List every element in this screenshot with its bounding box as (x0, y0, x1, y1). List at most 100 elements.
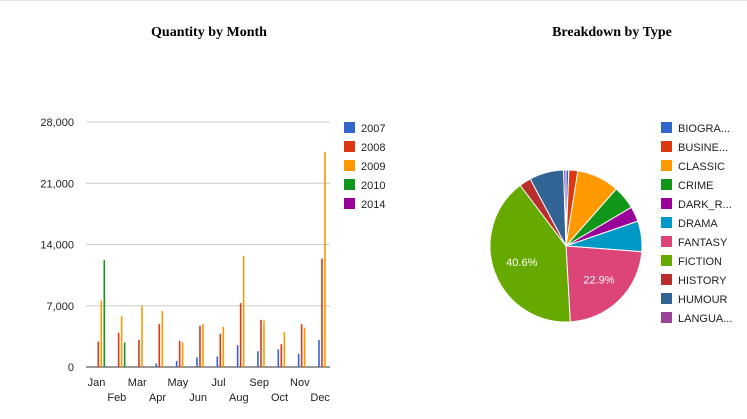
legend-label-2007: 2007 (361, 123, 385, 135)
pie-chart-slice-labels: 22.9% 40.6% (506, 257, 615, 286)
y-tick-label: 7,000 (46, 301, 74, 313)
bar-2008-nov (300, 324, 303, 367)
x-tick-label: Dec (310, 392, 330, 404)
x-tick-label: Aug (229, 392, 249, 404)
legend-swatch-drama (661, 217, 672, 228)
bar-2009-feb (120, 316, 123, 367)
bar-2010-jan (103, 260, 106, 367)
x-tick-label: Feb (107, 392, 126, 404)
bar-2008-aug (239, 303, 242, 367)
legend-label-fiction: FICTION (678, 256, 722, 268)
legend-swatch-classic (661, 160, 672, 171)
bar-2008-jul (219, 333, 222, 367)
legend-swatch-fantasy (661, 236, 672, 247)
bar-2009-may (181, 342, 184, 367)
x-tick-label: Jul (211, 377, 225, 389)
bar-2008-may (178, 340, 181, 367)
legend-label-2010: 2010 (361, 180, 385, 192)
legend-label-darkr: DARK_R... (678, 199, 732, 211)
x-tick-label: Oct (271, 392, 288, 404)
pie-slice-fiction (489, 184, 571, 323)
pie-slice-percent-label: 22.9% (583, 275, 614, 287)
bar-2008-mar (138, 339, 140, 367)
legend-swatch-2007 (344, 122, 355, 133)
bar-2007-aug (236, 345, 239, 367)
pie-slice-fantasy (565, 245, 643, 323)
bar-chart-bars (97, 151, 326, 367)
legend-swatch-langua (661, 312, 672, 323)
bar-2008-jan (97, 341, 100, 367)
bar-chart-legend: 2007 2008 2009 2010 2014 (344, 122, 385, 211)
legend-swatch-darkr (661, 198, 672, 209)
bar-2008-oct (280, 344, 283, 367)
bar-2009-mar (141, 305, 143, 367)
legend-swatch-busine (661, 141, 672, 152)
bar-2009-dec (324, 151, 326, 367)
bar-2009-aug (242, 255, 245, 367)
legend-swatch-crime (661, 179, 672, 190)
legend-swatch-2008 (344, 141, 355, 152)
x-tick-label: Apr (149, 392, 166, 404)
bar-2009-jul (222, 326, 225, 367)
bar-chart-quantity-by-month: Quantity by Month 0 7,000 14,000 21,000 28,0… (40, 25, 385, 404)
legend-label-crime: CRIME (678, 180, 713, 192)
bar-2009-oct (283, 332, 286, 367)
legend-label-classic: CLASSIC (678, 161, 725, 173)
legend-swatch-fiction (661, 255, 672, 266)
x-tick-label: Sep (249, 377, 269, 389)
legend-swatch-2010 (344, 179, 355, 190)
bar-2007-oct (277, 349, 280, 367)
bar-chart-title: Quantity by Month (151, 25, 267, 40)
y-tick-label: 14,000 (40, 240, 74, 252)
legend-label-history: HISTORY (678, 275, 727, 287)
legend-swatch-biogra (661, 122, 672, 133)
bar-2008-sep (260, 319, 262, 367)
bar-2007-jul (216, 356, 219, 367)
legend-label-busine: BUSINE... (678, 142, 728, 154)
bar-2008-apr (158, 324, 161, 367)
bar-2007-nov (297, 353, 300, 367)
x-tick-label: Jan (88, 377, 106, 389)
pie-slice-percent-label: 40.6% (506, 257, 537, 269)
legend-label-2009: 2009 (361, 161, 385, 173)
y-tick-label: 28,000 (40, 117, 74, 129)
bar-2008-feb (117, 332, 120, 367)
legend-label-humour: HUMOUR (678, 294, 728, 306)
bar-2007-dec (318, 339, 320, 367)
bar-2007-may (175, 360, 178, 367)
y-tick-label: 0 (68, 362, 74, 374)
pie-chart-slices (489, 169, 643, 323)
legend-label-drama: DRAMA (678, 218, 718, 230)
bar-2008-dec (321, 258, 323, 367)
bar-2008-jun (199, 325, 201, 367)
legend-label-biogra: BIOGRA... (678, 123, 730, 135)
bar-2009-apr (161, 311, 164, 367)
legend-swatch-2014 (344, 198, 355, 209)
y-tick-label: 21,000 (40, 178, 74, 190)
legend-swatch-history (661, 274, 672, 285)
x-tick-label: Nov (290, 377, 310, 389)
legend-label-langua: LANGUA... (678, 313, 732, 325)
bar-2009-nov (303, 327, 306, 367)
legend-label-fantasy: FANTASY (678, 237, 728, 249)
bar-2009-jan (100, 300, 103, 367)
bar-2007-apr (155, 363, 158, 367)
bar-chart-y-axis: 0 7,000 14,000 21,000 28,000 (40, 117, 74, 374)
pie-slice-langua (563, 169, 567, 247)
pie-chart-title: Breakdown by Type (552, 25, 672, 40)
legend-swatch-humour (661, 293, 672, 304)
x-tick-label: May (167, 377, 188, 389)
legend-label-2014: 2014 (361, 199, 385, 211)
legend-label-2008: 2008 (361, 142, 385, 154)
legend-swatch-2009 (344, 160, 355, 171)
bar-2007-sep (257, 351, 259, 367)
bar-chart-gridlines (86, 121, 330, 368)
pie-chart-legend: BIOGRA... BUSINE... CLASSIC CRIME DARK_R... D… (661, 122, 732, 325)
x-tick-label: Jun (189, 392, 207, 404)
bar-2010-feb (123, 342, 126, 367)
bar-2007-jun (196, 357, 198, 367)
bar-2009-jun (202, 324, 204, 367)
